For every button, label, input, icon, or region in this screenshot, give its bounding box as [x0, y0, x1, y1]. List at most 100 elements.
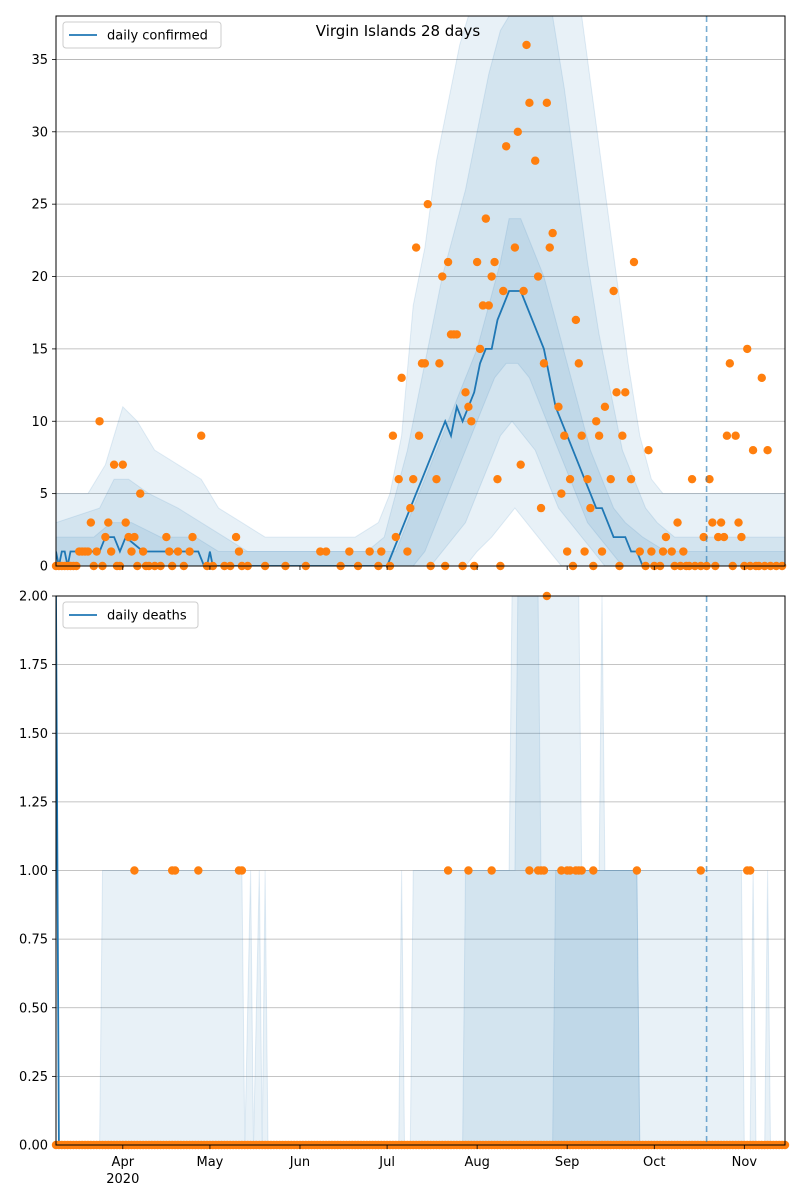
data-point [475, 344, 485, 354]
data-point [554, 402, 563, 411]
data-point [162, 532, 171, 542]
data-point [513, 127, 522, 136]
x-tick-label: Nov [732, 1155, 758, 1170]
data-point [403, 547, 412, 556]
y-tick-label: 35 [31, 53, 48, 68]
data-point [165, 547, 174, 556]
data-point [467, 417, 476, 426]
x-tick-label: Aug [464, 1155, 489, 1170]
series-line [56, 596, 785, 1145]
data-point [525, 866, 534, 875]
data-point [194, 866, 203, 875]
data-point [109, 460, 119, 469]
legend-label: daily confirmed [107, 29, 208, 44]
data-point [472, 257, 482, 267]
data-point [574, 359, 583, 368]
data-point [716, 518, 726, 527]
data-point [127, 547, 136, 556]
data-point [104, 518, 113, 527]
data-point [696, 866, 705, 875]
data-point [170, 866, 180, 875]
data-point [531, 156, 540, 165]
data-point [525, 98, 534, 108]
data-point [411, 243, 421, 252]
data-point [708, 518, 717, 527]
y-tick-label: 0 [40, 560, 48, 575]
data-point [130, 532, 139, 542]
data-point [409, 474, 418, 484]
x-tick-label: Apr [112, 1155, 135, 1170]
data-point [713, 532, 723, 542]
y-tick-label: 15 [31, 342, 48, 357]
data-point [106, 547, 116, 556]
data-point [345, 547, 354, 556]
data-point [589, 866, 598, 875]
data-point [478, 301, 488, 310]
data-point [722, 431, 732, 440]
legend: daily deaths [62, 601, 199, 629]
data-point [435, 359, 444, 368]
data-point [86, 518, 96, 527]
data-point [452, 330, 462, 339]
data-point [763, 446, 772, 455]
data-point [394, 474, 403, 484]
data-point [705, 474, 714, 484]
data-point [731, 431, 740, 440]
chart-title: Virgin Islands 28 days [316, 22, 481, 40]
y-tick-label: 0.25 [19, 1070, 48, 1085]
data-point [121, 518, 130, 527]
data-point [597, 547, 607, 556]
data-point [745, 866, 755, 875]
data-point [484, 301, 493, 310]
data-point [577, 866, 586, 875]
data-point [609, 286, 618, 296]
data-point [438, 272, 447, 281]
data-point [432, 474, 441, 484]
y-tick-label: 1.75 [19, 658, 48, 673]
data-point [118, 460, 128, 469]
data-point [130, 866, 139, 875]
data-point [600, 402, 610, 411]
data-point [562, 547, 572, 556]
y-tick-label: 30 [31, 125, 48, 140]
data-point [510, 243, 520, 252]
data-point [612, 388, 621, 397]
data-point [748, 446, 758, 455]
data-point [548, 228, 557, 238]
data-point [519, 286, 528, 296]
data-point [443, 257, 453, 267]
data-point [757, 373, 766, 383]
x-tick-label: May [196, 1155, 223, 1170]
data-point [522, 40, 531, 50]
y-tick-label: 1.25 [19, 795, 48, 810]
data-point [577, 431, 586, 440]
y-tick-label: 0.00 [19, 1139, 48, 1154]
data-point [539, 866, 549, 875]
data-point [725, 359, 735, 368]
data-point [557, 489, 566, 498]
data-point [557, 866, 566, 875]
x-tick-label: Sep [555, 1155, 580, 1170]
data-point [560, 431, 569, 440]
data-point [586, 503, 595, 513]
data-point [124, 532, 133, 542]
data-point [580, 547, 589, 556]
y-tick-label: 0.50 [19, 1001, 48, 1016]
confidence-band [56, 218, 785, 566]
data-point [539, 359, 549, 368]
confirmed-panel: 0 5 10 15 20 25 30 35 daily confirmed [31, 15, 787, 575]
data-point [734, 518, 743, 527]
data-point [743, 344, 752, 354]
data-point [321, 547, 331, 556]
data-point [499, 286, 508, 296]
data-point [487, 866, 496, 875]
data-point [493, 474, 502, 484]
data-point [533, 272, 543, 281]
data-point [667, 547, 676, 556]
legend-label: daily deaths [107, 609, 187, 624]
x-tick-label: Jul [378, 1155, 395, 1170]
data-point [536, 503, 546, 513]
plot-frame [55, 15, 786, 567]
data-point [185, 547, 194, 556]
